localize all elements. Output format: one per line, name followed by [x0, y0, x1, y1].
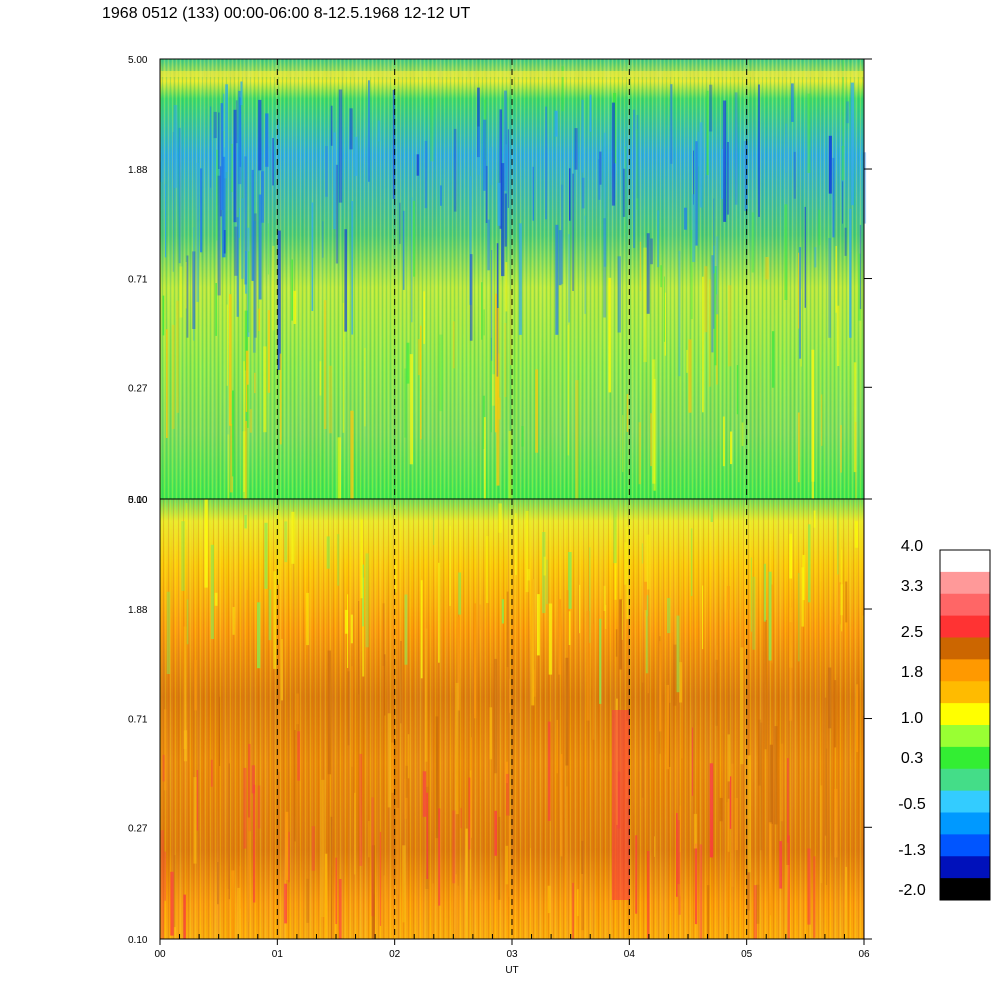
dashed-hour-lines	[276, 59, 748, 939]
colorbar-label: 1.8	[901, 664, 923, 681]
x-tick-label: 02	[389, 949, 401, 960]
colorbar-segment	[940, 725, 990, 748]
colorbar-segment	[940, 746, 990, 770]
colorbar-segment	[940, 571, 990, 595]
top-panel	[159, 58, 867, 500]
colorbar-segment	[940, 703, 990, 726]
colorbar-label: 2.5	[901, 624, 923, 641]
chart-title: 1968 0512 (133) 00:00-06:00 8-12.5.1968 …	[102, 5, 471, 22]
colorbar-label: -2.0	[898, 882, 926, 899]
y-tick-label: 5.00	[128, 55, 148, 66]
x-tick-label: 03	[506, 949, 518, 960]
x-axis: 00 01 02 03 04 05 06	[154, 934, 870, 960]
colorbar-segment	[940, 856, 990, 879]
y-tick-label: 0.10	[128, 935, 148, 946]
colorbar-segment	[940, 550, 990, 573]
y-tick-label: 1.88	[128, 165, 148, 176]
colorbar-segment	[940, 637, 990, 660]
x-tick-label: 00	[154, 949, 166, 960]
y-tick-label: 5.00	[128, 495, 148, 506]
x-axis-label: UT	[505, 965, 518, 976]
colorbar-segment	[940, 834, 990, 857]
y-tick-label: 0.71	[128, 715, 148, 726]
y-axes: 5.001.880.710.270.105.001.880.710.270.10	[128, 55, 872, 946]
x-tick-label: 01	[272, 949, 284, 960]
y-tick-label: 0.27	[128, 383, 148, 394]
colorbar: 4.0 3.3 2.5 1.8 1.0 0.3 -0.5 -1.3 -2.0	[898, 538, 991, 901]
colorbar-label: 3.3	[901, 578, 923, 595]
colorbar-label: 1.0	[901, 710, 923, 727]
colorbar-frame	[939, 549, 991, 901]
y-tick-label: 0.10	[128, 495, 148, 506]
colorbar-segment	[940, 768, 990, 792]
x-tick-label: 06	[858, 949, 870, 960]
colorbar-segment	[940, 681, 990, 704]
x-tick-label: 05	[741, 949, 753, 960]
colorbar-label: 0.3	[901, 750, 923, 767]
colorbar-label: 4.0	[901, 538, 923, 555]
colorbar-label: -0.5	[898, 796, 926, 813]
x-tick-label: 04	[624, 949, 636, 960]
y-tick-label: 0.71	[128, 275, 148, 286]
colorbar-segment	[940, 593, 990, 617]
colorbar-label: -1.3	[898, 842, 926, 859]
colorbar-segment	[940, 615, 990, 639]
y-tick-label: 0.27	[128, 823, 148, 834]
colorbar-segment	[940, 659, 990, 682]
colorbar-segment	[940, 790, 990, 814]
colorbar-segment	[940, 812, 990, 835]
y-tick-label: 1.88	[128, 605, 148, 616]
colorbar-segment	[940, 878, 990, 901]
